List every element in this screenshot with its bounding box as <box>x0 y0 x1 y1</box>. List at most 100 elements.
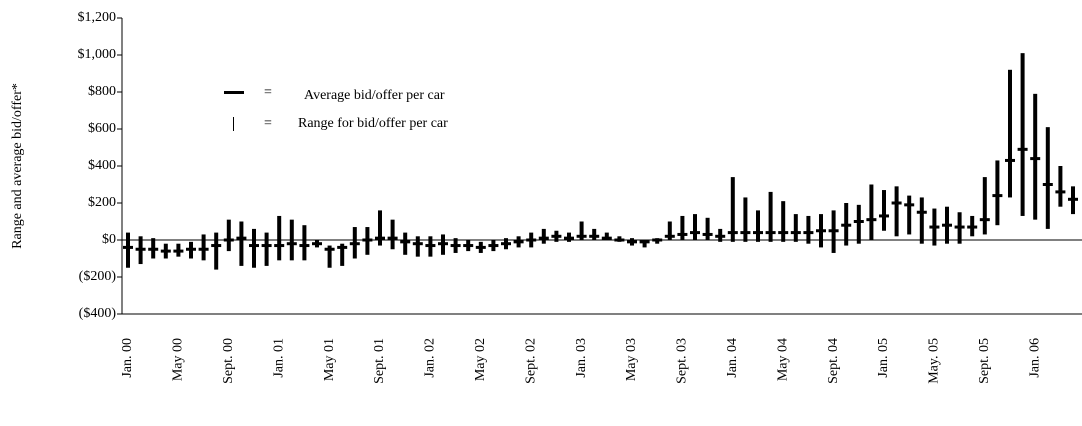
x-tick-label: Jan. 03 <box>574 338 589 378</box>
range-bar <box>403 232 408 255</box>
range-bar <box>806 215 811 244</box>
legend-range-symbol <box>233 117 234 131</box>
range-bar <box>378 210 382 246</box>
x-tick-label: May 04 <box>775 338 790 381</box>
average-mark <box>740 231 751 235</box>
average-mark <box>475 245 486 249</box>
range-bar <box>705 217 710 240</box>
range-bar <box>226 219 231 252</box>
range-bar <box>415 236 420 257</box>
average-mark <box>299 244 310 248</box>
x-tick-label: Jan. 01 <box>271 338 286 378</box>
range-bar <box>252 228 256 268</box>
average-mark <box>249 244 259 248</box>
range-bar <box>894 186 899 237</box>
average-mark <box>715 234 726 238</box>
x-tick-label: May 00 <box>171 338 186 381</box>
average-mark <box>841 223 852 227</box>
range-bar <box>642 240 647 248</box>
average-mark <box>727 231 738 235</box>
x-tick-label: Sept. 02 <box>523 338 538 384</box>
range-bar <box>882 190 886 231</box>
x-tick-label: Jan. 00 <box>120 338 135 378</box>
average-mark <box>1017 147 1028 151</box>
x-tick-label: Jan. 05 <box>876 338 891 378</box>
average-mark <box>198 247 209 251</box>
range-bar <box>390 219 395 250</box>
average-mark <box>324 247 335 251</box>
average-mark <box>929 225 940 229</box>
average-mark <box>261 244 272 248</box>
range-bar <box>1058 166 1063 207</box>
average-mark <box>1068 197 1078 201</box>
range-bar <box>856 204 861 244</box>
range-bar <box>995 160 1000 226</box>
range-bar <box>869 184 874 240</box>
average-mark <box>866 218 877 222</box>
x-tick-label: May. 05 <box>927 338 942 384</box>
average-mark <box>891 201 902 205</box>
range-bar <box>239 221 244 266</box>
range-bar <box>302 225 307 261</box>
range-bar <box>277 215 282 261</box>
range-bar <box>327 245 332 268</box>
x-tick-label: May 02 <box>473 338 488 381</box>
range-bar <box>264 232 269 266</box>
average-mark <box>274 244 285 248</box>
y-tick-label: $800 <box>88 84 116 99</box>
legend-label: Range for bid/offer per car <box>298 116 448 131</box>
legend-avg-symbol <box>224 91 244 94</box>
average-mark <box>916 210 927 214</box>
average-mark <box>551 234 562 238</box>
average-mark <box>816 229 826 233</box>
average-mark <box>979 218 990 222</box>
average-mark <box>1055 190 1066 194</box>
average-mark <box>349 242 360 246</box>
x-tick-label: May 03 <box>624 338 639 381</box>
average-mark <box>286 242 297 246</box>
y-tick-label: $200 <box>88 195 116 210</box>
range-bar <box>1008 69 1012 198</box>
average-mark <box>601 236 612 240</box>
average-mark <box>160 249 171 253</box>
range-bar <box>693 214 697 240</box>
average-mark <box>702 232 713 236</box>
average-mark <box>992 194 1003 198</box>
average-mark <box>576 234 587 238</box>
y-tick-label: $0 <box>102 232 116 247</box>
average-mark <box>627 240 637 244</box>
average-mark <box>942 223 952 227</box>
range-bar <box>289 219 294 261</box>
average-mark <box>652 238 663 242</box>
average-mark <box>438 242 448 246</box>
range-bar <box>126 232 130 268</box>
average-mark <box>236 236 247 240</box>
legend-equals: = <box>264 85 272 100</box>
y-tick-label: $1,000 <box>78 47 117 62</box>
range-bar <box>1020 53 1025 216</box>
average-mark <box>778 231 789 235</box>
range-bar <box>781 201 786 242</box>
average-mark <box>1005 158 1015 162</box>
average-mark <box>564 236 574 240</box>
average-mark <box>954 225 965 229</box>
y-axis-label: Range and average bid/offer* <box>10 83 25 249</box>
x-tick-label: Jan. 06 <box>1027 338 1042 378</box>
average-mark <box>148 247 159 251</box>
average-mark <box>312 242 322 246</box>
range-bar <box>982 177 987 235</box>
average-mark <box>501 242 511 246</box>
x-tick-label: Sept. 01 <box>372 338 387 384</box>
average-mark <box>879 214 889 218</box>
average-mark <box>173 249 184 253</box>
average-mark <box>765 231 776 235</box>
x-tick-label: Sept. 04 <box>826 338 841 384</box>
average-mark <box>123 245 133 249</box>
average-mark <box>135 247 146 251</box>
average-mark <box>400 240 411 244</box>
average-mark <box>488 244 499 248</box>
average-mark <box>614 238 625 242</box>
range-bar <box>201 234 206 261</box>
range-bar <box>592 228 597 240</box>
